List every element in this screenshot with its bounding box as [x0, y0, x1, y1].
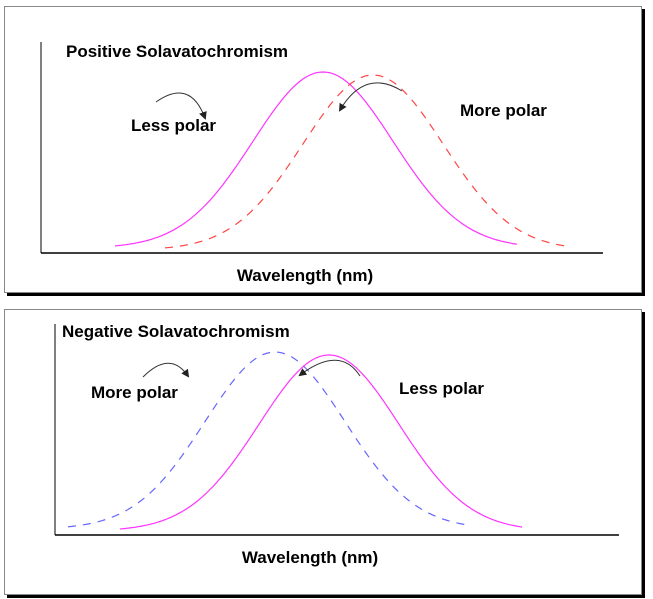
negative-panel [4, 309, 642, 595]
label-more-polar: More polar [91, 383, 178, 402]
panel-title: Positive Solavatochromism [66, 42, 288, 61]
more-polar-curve [67, 351, 471, 528]
x-axis-label: Wavelength (nm) [237, 266, 373, 285]
x-axis-label: Wavelength (nm) [242, 548, 378, 567]
more-polar-curve [164, 74, 570, 249]
label-less-polar: Less polar [399, 379, 484, 398]
label-more-polar: More polar [460, 101, 547, 120]
less-polar-curve [114, 71, 518, 247]
panel-title: Negative Solavatochromism [62, 322, 290, 341]
positive-panel [4, 6, 642, 293]
arrow-icon [338, 82, 403, 112]
less-polar-curve [119, 354, 523, 530]
label-less-polar: Less polar [131, 116, 216, 135]
arrow-icon [142, 362, 190, 378]
arrow-icon [155, 92, 207, 120]
arrow-icon [298, 359, 361, 377]
